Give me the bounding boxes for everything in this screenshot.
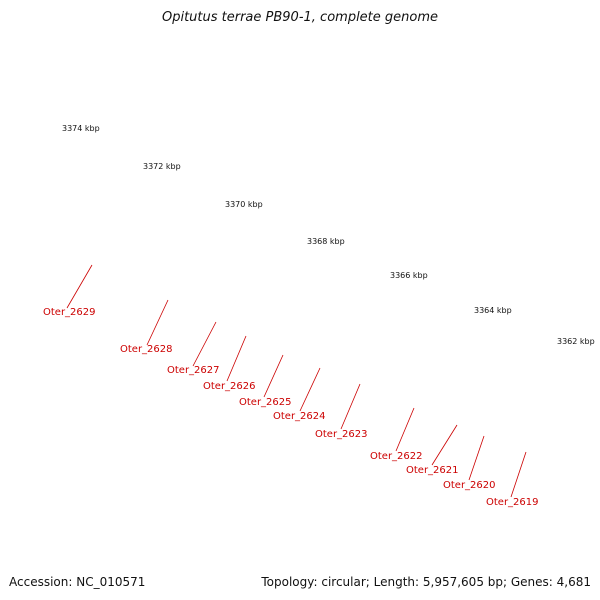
gene-label[interactable]: Oter_2625	[239, 397, 292, 408]
gene-leader-line	[510, 451, 527, 498]
gene-leader-line	[226, 335, 247, 382]
gene-leader-line	[340, 383, 361, 430]
gene-leader-line	[468, 435, 485, 481]
map-title: Opitutus terrae PB90-1, complete genome	[161, 10, 439, 25]
scale-label: 3374 kbp	[62, 124, 100, 133]
scale-label: 3368 kbp	[307, 237, 345, 246]
gene-label[interactable]: Oter_2628	[120, 344, 173, 355]
gene-leader-line	[192, 321, 217, 367]
scale-label: 3362 kbp	[557, 337, 595, 346]
gene-label[interactable]: Oter_2622	[370, 451, 423, 462]
genome-summary-text: Topology: circular; Length: 5,957,605 bp…	[261, 575, 591, 589]
scale-label: 3370 kbp	[225, 200, 263, 209]
gene-leader-line	[299, 367, 321, 412]
gene-leader-line	[431, 424, 458, 466]
gene-label[interactable]: Oter_2626	[203, 381, 256, 392]
gene-label[interactable]: Oter_2623	[315, 429, 368, 440]
gene-leader-line	[263, 354, 284, 398]
gene-leader-line	[66, 264, 93, 309]
gene-label[interactable]: Oter_2627	[167, 365, 220, 376]
gene-leader-line	[146, 299, 169, 346]
gene-leader-line	[395, 407, 415, 452]
scale-label: 3366 kbp	[390, 271, 428, 280]
gene-label[interactable]: Oter_2629	[43, 307, 96, 318]
gene-label[interactable]: Oter_2619	[486, 497, 539, 508]
accession-text: Accession: NC_010571	[9, 575, 146, 589]
scale-label: 3364 kbp	[474, 306, 512, 315]
gene-label[interactable]: Oter_2621	[406, 465, 459, 476]
gene-label[interactable]: Oter_2624	[273, 411, 326, 422]
gene-label[interactable]: Oter_2620	[443, 480, 496, 491]
scale-label: 3372 kbp	[143, 162, 181, 171]
